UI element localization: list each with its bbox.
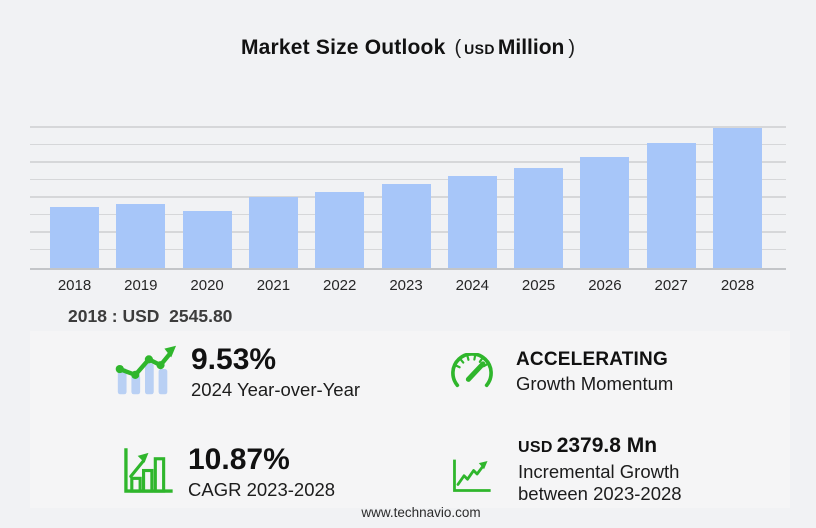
cagr-label: CAGR 2023-2028 bbox=[188, 479, 336, 500]
x-tick-label: 2028 bbox=[720, 277, 755, 294]
website-link: www.technavio.com bbox=[361, 505, 481, 520]
bar-2024 bbox=[447, 176, 497, 268]
stat-incremental-growth: USD 2379.8 Mn Incremental Growth between … bbox=[450, 434, 682, 505]
bar-2028 bbox=[713, 127, 762, 268]
momentum-label: Growth Momentum bbox=[516, 373, 674, 394]
incremental-value-currency: USD bbox=[518, 439, 553, 456]
stat-cagr: 10.87% CAGR 2023-2028 bbox=[118, 444, 335, 501]
speedometer-icon bbox=[448, 352, 496, 398]
title-paren-close: ) bbox=[568, 37, 576, 59]
line-growth-icon bbox=[450, 454, 492, 499]
bar-chart-growth-icon bbox=[118, 448, 175, 500]
x-tick-label: 2020 bbox=[190, 277, 224, 294]
yoy-value: 9.53% bbox=[191, 343, 277, 376]
x-tick-label: 2025 bbox=[521, 277, 556, 294]
title-paren-open: ( bbox=[454, 37, 462, 59]
incremental-label-line2: between 2023-2028 bbox=[518, 483, 682, 504]
x-tick-label: 2022 bbox=[323, 277, 357, 294]
first-year-value: 2018 : USD 2545.80 bbox=[68, 306, 233, 326]
stat-momentum: ACCELERATING Growth Momentum bbox=[448, 349, 673, 398]
bar-2022 bbox=[315, 191, 365, 268]
bar-2025 bbox=[514, 167, 564, 268]
x-tick-label: 2026 bbox=[588, 277, 622, 294]
bar-2027 bbox=[646, 143, 696, 268]
gridline bbox=[30, 178, 786, 181]
title-unit-scale: Million bbox=[497, 36, 565, 59]
bar-2019 bbox=[116, 203, 166, 268]
bar-2021 bbox=[248, 197, 298, 268]
page-title: Market Size Outlook (USD Million) bbox=[0, 36, 816, 60]
momentum-value: ACCELERATING bbox=[516, 349, 668, 370]
x-tick-label: 2027 bbox=[654, 277, 688, 294]
incremental-value-amount: 2379.8 Mn bbox=[556, 434, 658, 457]
incremental-label-line1: Incremental Growth bbox=[518, 461, 680, 482]
stats-panel: 9.53% 2024 Year-over-Year ACCELERA bbox=[30, 331, 790, 508]
chart-plot bbox=[30, 112, 786, 270]
bar-2020 bbox=[182, 210, 232, 268]
stat-yoy: 9.53% 2024 Year-over-Year bbox=[112, 344, 360, 403]
gridline bbox=[30, 143, 786, 146]
incremental-value: USD 2379.8 Mn bbox=[518, 434, 682, 459]
gridline bbox=[30, 161, 786, 163]
bar-2018 bbox=[50, 207, 99, 268]
title-unit-currency: USD bbox=[464, 41, 495, 57]
x-tick-label: 2021 bbox=[256, 277, 291, 294]
chart-xlabels: 2018 2019 2020 2021 2022 2023 2024 2025 2026 2027… bbox=[30, 277, 786, 295]
cagr-value: 10.87% bbox=[188, 443, 290, 476]
bar-2026 bbox=[580, 156, 630, 268]
x-tick-label: 2023 bbox=[389, 277, 423, 294]
bar-trend-up-icon bbox=[112, 344, 178, 403]
yoy-label: 2024 Year-over-Year bbox=[191, 379, 361, 400]
x-tick-label: 2019 bbox=[124, 277, 158, 294]
x-tick-label: 2018 bbox=[57, 277, 92, 294]
title-text: Market Size Outlook bbox=[240, 36, 446, 59]
bar-2023 bbox=[381, 184, 431, 268]
x-tick-label: 2024 bbox=[455, 277, 489, 294]
gridline bbox=[30, 126, 786, 128]
